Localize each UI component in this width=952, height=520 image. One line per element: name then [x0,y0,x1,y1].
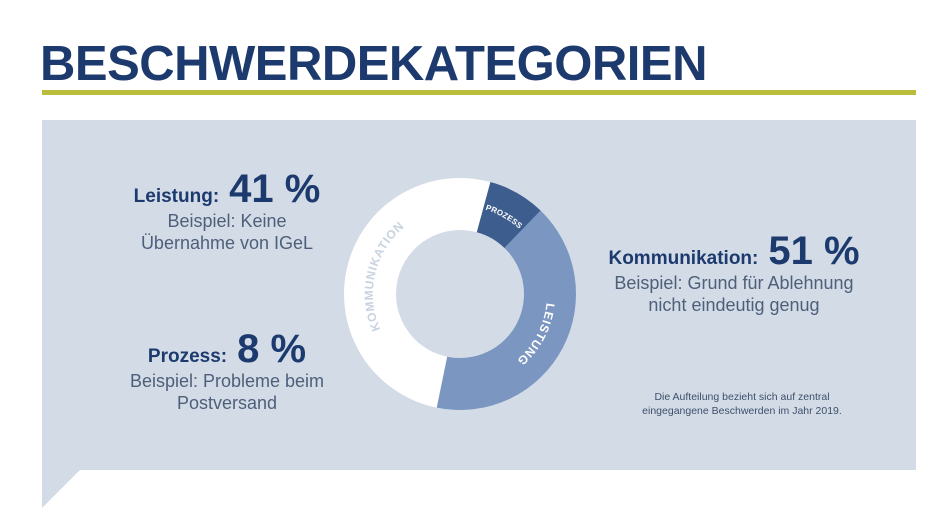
kommunikation-example-line-2: nicht eindeutig genug [648,295,820,315]
page-title: BESCHWERDEKATEGORIEN [40,37,707,91]
footnote-line-2: eingegangene Beschwerden im Jahr 2019. [642,405,842,417]
leistung-example-line-2: Übernahme von IGeL [140,233,314,253]
kommunikation-percent: 51 % [768,229,860,273]
footnote: Die Aufteilung bezieht sich auf zentral … [622,390,862,418]
leistung-percent: 41 % [229,167,321,211]
leistung-label: Leistung: [133,186,220,207]
prozess-example-line-2: Postversand [176,393,278,413]
legend-kommunikation: Kommunikation: 51 % Beispiel: Grund für … [592,230,876,316]
prozess-percent: 8 % [237,327,307,371]
prozess-example-line-1: Beispiel: Probleme beim [129,371,325,391]
legend-leistung: Leistung: 41 % Beispiel: Keine Übernahme… [122,168,332,254]
legend-prozess: Prozess: 8 % Beispiel: Probleme beim Pos… [112,328,342,414]
kommunikation-label: Kommunikation: [608,248,759,269]
speech-bubble-background [42,120,916,508]
donut-slice-prozess [476,182,541,248]
prozess-label: Prozess: [147,346,228,367]
donut-slice-kommunikation [344,178,491,408]
title-underline [42,90,916,95]
footnote-line-1: Die Aufteilung bezieht sich auf zentral [654,391,830,403]
kommunikation-example-line-1: Beispiel: Grund für Ablehnung [614,273,854,293]
leistung-example-line-1: Beispiel: Keine [167,211,287,231]
donut-slice-leistung [436,210,577,411]
